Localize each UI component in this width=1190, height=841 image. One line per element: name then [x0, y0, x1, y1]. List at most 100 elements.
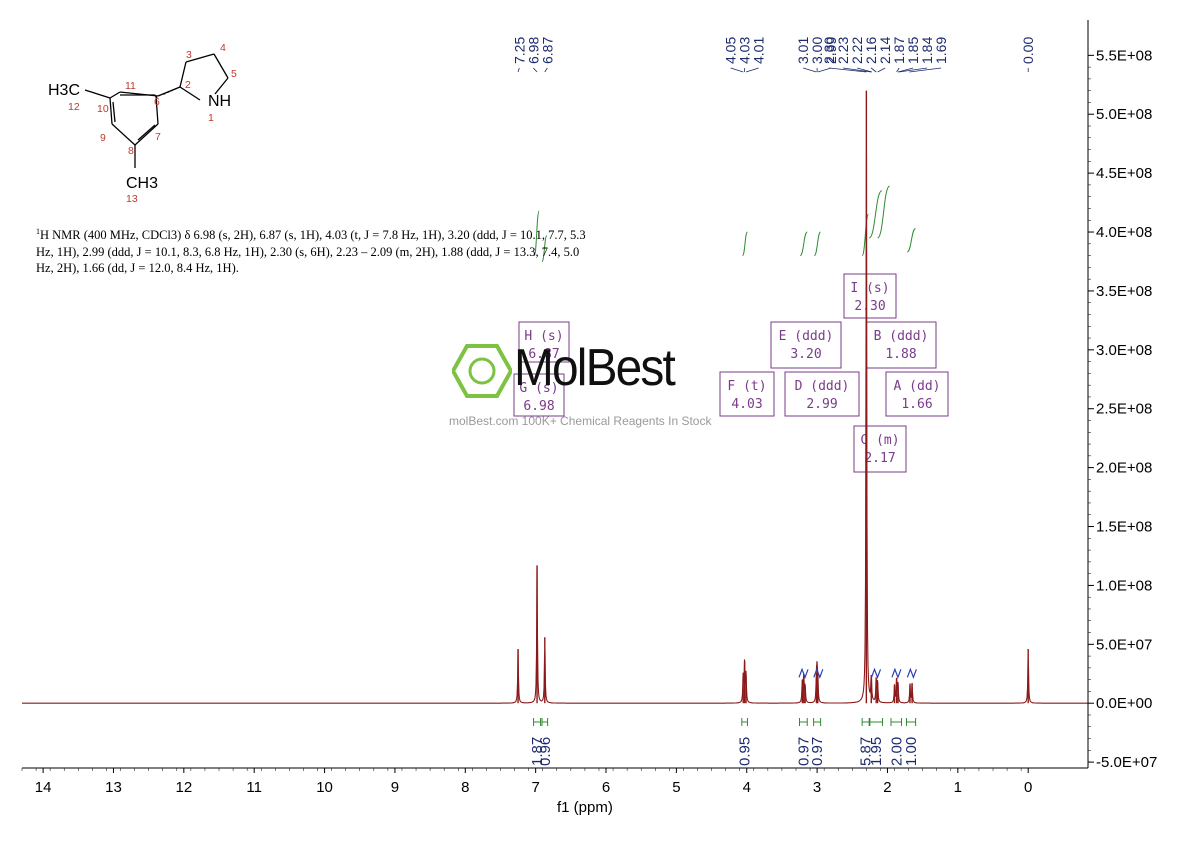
y-tick-label: -5.0E+07	[1096, 754, 1157, 771]
peak-leader-line	[896, 67, 900, 73]
multiplet-box	[885, 371, 949, 417]
integral-curve	[861, 213, 869, 257]
integral-curve	[541, 235, 548, 262]
integral-value: 0.97	[795, 737, 812, 766]
y-tick-label: 2.5E+08	[1096, 401, 1152, 418]
multiplet-value: 1.66	[901, 397, 932, 412]
nmr-description: 1H NMR (400 MHz, CDCl3) δ 6.98 (s, 2H), …	[36, 224, 596, 277]
multiplet-box	[770, 321, 842, 369]
integral-value: 0.97	[809, 737, 826, 766]
peak-label: 6.87	[539, 37, 555, 64]
atom-number-13: 13	[126, 193, 138, 205]
peak-label: 1.69	[933, 37, 949, 64]
x-tick-label: 8	[461, 779, 469, 796]
integral-curve	[906, 227, 916, 253]
integral-bars: 1.870.96 0.95 0.970.97 5.871.95 2.001.00	[529, 718, 920, 766]
axes: 14 13 12 11 10 9 8 7 6 5 4 3 2 1 0f1 (ppm)5.5E+085.0E+…	[21, 20, 1157, 816]
y-tick-label: 4.0E+08	[1096, 224, 1152, 241]
integral-value: 2.00	[888, 737, 905, 766]
multiplet-label: A (dd)	[894, 379, 941, 394]
y-tick-label: 1.5E+08	[1096, 519, 1152, 536]
multiplet-label: H (s)	[524, 329, 563, 344]
multiplet-label: G (s)	[519, 381, 558, 396]
nmr-description-text: H NMR (400 MHz, CDCl3) δ 6.98 (s, 2H), 6…	[36, 228, 586, 276]
x-tick-label: 2	[883, 779, 891, 796]
y-tick-label: 5.0E+07	[1096, 636, 1152, 653]
peak-leader-line	[897, 67, 914, 73]
x-tick-label: 7	[531, 779, 539, 796]
atom-number-9: 9	[100, 132, 106, 144]
multiplet-value: 4.03	[731, 397, 762, 412]
y-tick-label: 4.5E+08	[1096, 165, 1152, 182]
peak-leader-line	[829, 67, 867, 73]
integral-curve	[742, 231, 748, 257]
multiplet-box	[784, 371, 860, 417]
integral-value: 5.87	[858, 737, 875, 766]
peak-label: 4.05	[723, 37, 739, 64]
peak-leader-line	[877, 67, 886, 73]
multiplet-value: 1.88	[885, 347, 916, 362]
peak-leader-line	[817, 67, 832, 73]
x-tick-label: 10	[316, 779, 333, 796]
peak-label: 0.00	[1020, 37, 1036, 64]
multiplet-marker	[870, 667, 882, 680]
atom-number-3: 3	[186, 49, 192, 61]
multiplet-marker	[813, 667, 824, 680]
atom-number-10: 10	[97, 103, 109, 115]
x-tick-label: 5	[672, 779, 680, 796]
ch3-label: CH3	[126, 175, 158, 192]
peak-leader-line	[843, 67, 872, 73]
x-tick-label: 14	[35, 779, 52, 796]
multiplet-value: 2.30	[854, 299, 885, 314]
peak-leader-line	[533, 67, 538, 73]
integral-value: 0.95	[737, 737, 754, 766]
integral-curve	[877, 185, 891, 239]
x-tick-label: 1	[954, 779, 962, 796]
x-axis-title: f1 (ppm)	[557, 799, 613, 816]
peak-label: 2.23	[835, 37, 851, 64]
multiplet-label: I (s)	[850, 281, 889, 296]
multiplet-marker	[906, 667, 917, 680]
multiplet-label: E (ddd)	[779, 329, 834, 344]
peak-leader-line	[517, 67, 520, 73]
multiplet-value: 2.99	[806, 397, 837, 412]
integral-curve	[533, 210, 540, 257]
peak-label: 4.03	[737, 37, 753, 64]
x-tick-label: 6	[602, 779, 610, 796]
peak-label: 2.30	[821, 37, 837, 64]
y-tick-label: 2.0E+08	[1096, 460, 1152, 477]
peak-label: 4.01	[751, 37, 767, 64]
watermark-brand: MolBest	[514, 339, 676, 397]
atom-number-4: 4	[220, 42, 226, 54]
nmr-nucleus-superscript: 1	[36, 227, 40, 236]
peak-leader-line	[802, 67, 817, 73]
atom-number-1: 1	[208, 112, 214, 124]
x-tick-label: 9	[391, 779, 399, 796]
peak-leader-line	[909, 67, 942, 73]
h3c-label: H3C	[48, 82, 80, 99]
integral-curves	[533, 185, 916, 262]
peak-label: 2.22	[849, 37, 865, 64]
peak-leader-line	[544, 67, 548, 73]
nh-label: NH	[208, 93, 231, 110]
integral-curve	[799, 231, 808, 257]
multiplet-box	[513, 373, 565, 417]
peak-label: 6.98	[525, 37, 541, 64]
y-tick-label: 3.0E+08	[1096, 342, 1152, 359]
y-tick-label: 0.0E+00	[1096, 695, 1152, 712]
peak-leader-line	[730, 67, 744, 73]
watermark-subtitle: molBest.com 100K+ Chemical Reagents In S…	[449, 414, 712, 428]
integral-curve	[868, 190, 883, 239]
multiplet-boxes: H (s) 6.87 G (s) 6.98 F (t) 4.03 E (ddd) 3.20 D …	[513, 273, 949, 473]
multiplet-marker	[798, 667, 809, 680]
x-tick-label: 13	[105, 779, 122, 796]
multiplet-value: 3.20	[790, 347, 821, 362]
multiplet-value: 2.17	[864, 451, 895, 466]
molbest-logo-icon	[452, 344, 512, 398]
atom-number-6: 6	[154, 96, 160, 108]
atom-number-2: 2	[185, 79, 191, 91]
multiplet-label: C (m)	[860, 433, 899, 448]
y-tick-label: 5.5E+08	[1096, 47, 1152, 64]
y-tick-label: 5.0E+08	[1096, 106, 1152, 123]
